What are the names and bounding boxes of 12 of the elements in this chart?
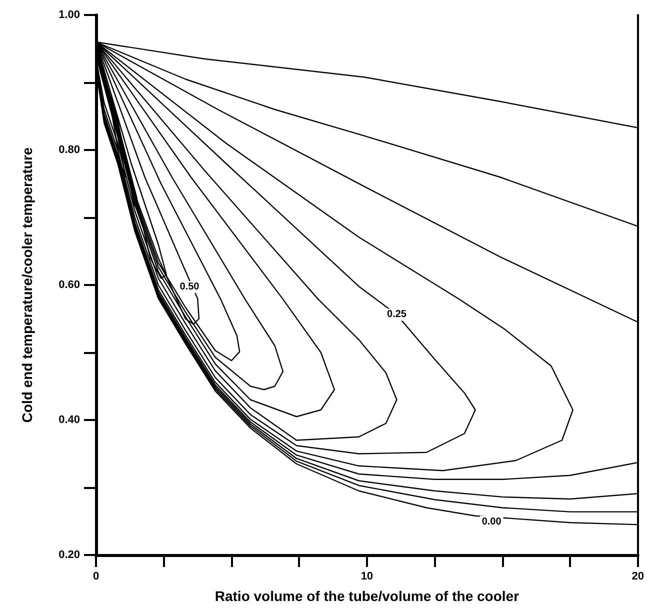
- annotation: 0.50: [180, 282, 200, 293]
- x-axis-title: Ratio volume of the tube/volume of the cooler: [214, 588, 520, 604]
- x-tick-label: 10: [360, 570, 374, 582]
- y-tick-label: 0.20: [58, 549, 80, 561]
- y-tick-label: 1.00: [58, 9, 80, 21]
- y-tick-label: 0.40: [58, 414, 80, 426]
- y-tick-label: 0.80: [58, 144, 80, 156]
- x-tick-label: 20: [632, 570, 644, 582]
- x-tick-label: 0: [92, 570, 100, 582]
- annotation: 0.00: [482, 516, 502, 528]
- y-tick-label: 0.60: [58, 279, 80, 291]
- y-axis-title: Cold end temperature/cooler temperature: [19, 147, 35, 423]
